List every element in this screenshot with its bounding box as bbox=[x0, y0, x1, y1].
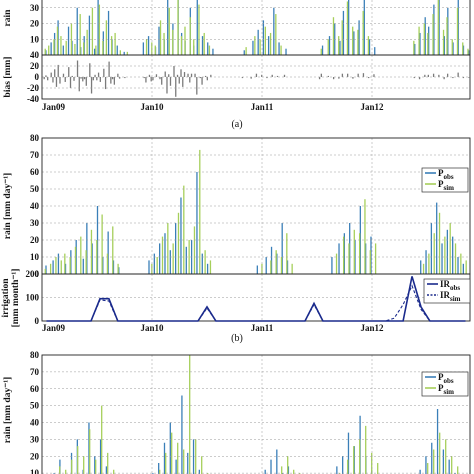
legend-main: P bbox=[438, 179, 444, 189]
x-tick-labels-a: Jan09 Jan10 Jan11 Jan12 bbox=[42, 102, 384, 112]
y-tick-label: 70 bbox=[30, 367, 40, 377]
x-tick-label: Jan11 bbox=[251, 102, 274, 112]
legend-main: P bbox=[438, 383, 444, 393]
y-tick-label: -40 bbox=[27, 94, 39, 104]
y-axis-label: rain [mm day⁻¹] bbox=[3, 377, 13, 443]
y-tick-label: 20 bbox=[30, 61, 40, 71]
y-tick-label: -20 bbox=[27, 83, 39, 93]
y-tick-label: 30 bbox=[30, 434, 40, 444]
y-tick-label: 0 bbox=[35, 72, 40, 82]
legend bbox=[421, 167, 469, 193]
y-tick-label: 50 bbox=[30, 401, 40, 411]
caption-b: (b) bbox=[231, 333, 243, 344]
y-tick-label: 20 bbox=[30, 235, 40, 245]
x-tick-label: Jan10 bbox=[140, 323, 164, 333]
y-tick-label: 60 bbox=[30, 384, 40, 394]
x-tick-label: Jan09 bbox=[42, 323, 66, 333]
legend-label: IRsim bbox=[440, 290, 461, 303]
y-tick-label: 30 bbox=[30, 218, 40, 228]
y-tick-label: 0 bbox=[35, 316, 40, 326]
y-tick-label: 60 bbox=[30, 167, 40, 177]
legend-main: P bbox=[438, 372, 444, 382]
y-axis-label: irrigation bbox=[1, 278, 11, 318]
legend-label: Pobs bbox=[438, 168, 454, 181]
y-tick-label: 40 bbox=[30, 201, 40, 211]
y-axis-label: rain [mm day⁻¹] bbox=[3, 173, 13, 239]
y-axis-label: rain bbox=[3, 9, 13, 27]
y-tick-label: 20 bbox=[30, 451, 40, 461]
x-tick-label: Jan09 bbox=[42, 102, 66, 112]
y-tick-label: 0 bbox=[35, 269, 40, 279]
axes-frame bbox=[41, 54, 471, 100]
caption-a: (a) bbox=[231, 119, 242, 130]
legend-sub: obs bbox=[444, 377, 454, 385]
legend-sub: sim bbox=[444, 184, 455, 192]
x-tick-label: Jan11 bbox=[251, 323, 274, 333]
legend-sub: obs bbox=[444, 173, 454, 181]
x-tick-labels-b: Jan09 Jan10 Jan11 Jan12 bbox=[42, 323, 384, 333]
y-tick-label: 30 bbox=[30, 3, 40, 13]
y-tick-label: 10 bbox=[30, 468, 40, 474]
legend-label: Psim bbox=[438, 179, 454, 192]
legend bbox=[421, 371, 469, 397]
y-tick-label: 80 bbox=[30, 350, 40, 360]
y-tick-label: 200 bbox=[26, 269, 40, 279]
y-axis-label-units: [mm month⁻¹] bbox=[11, 269, 21, 328]
legend bbox=[423, 278, 471, 304]
legend-sub: sim bbox=[444, 388, 455, 396]
legend-label: Psim bbox=[438, 383, 454, 396]
series-line-ir-obs bbox=[46, 276, 466, 322]
x-tick-label: Jan12 bbox=[360, 102, 384, 112]
y-tick-label: 40 bbox=[30, 418, 40, 428]
legend-sub: obs bbox=[450, 284, 460, 292]
panel-a-rain: 10 20 30 rain bbox=[3, 0, 471, 56]
y-tick-label: 20 bbox=[30, 19, 40, 29]
y-tick-label: 10 bbox=[30, 34, 40, 44]
legend-main: IR bbox=[440, 290, 451, 300]
legend-label: IRobs bbox=[440, 279, 460, 292]
y-tick-label: 80 bbox=[30, 133, 40, 143]
legend-main: IR bbox=[440, 279, 451, 289]
axes-frame bbox=[41, 354, 471, 474]
y-tick-label: 10 bbox=[30, 252, 40, 262]
x-tick-label: Jan10 bbox=[140, 102, 164, 112]
y-tick-label: 100 bbox=[26, 293, 40, 303]
y-axis-label: bias [mm] bbox=[3, 57, 13, 98]
y-tick-label: 40 bbox=[30, 50, 40, 60]
legend-sub: sim bbox=[450, 295, 461, 303]
legend-label: Pobs bbox=[438, 372, 454, 385]
series-line-ir-sim bbox=[46, 284, 466, 322]
y-tick-label: 50 bbox=[30, 184, 40, 194]
y-tick-label: 70 bbox=[30, 150, 40, 160]
legend-main: P bbox=[438, 168, 444, 178]
x-tick-label: Jan12 bbox=[360, 323, 384, 333]
